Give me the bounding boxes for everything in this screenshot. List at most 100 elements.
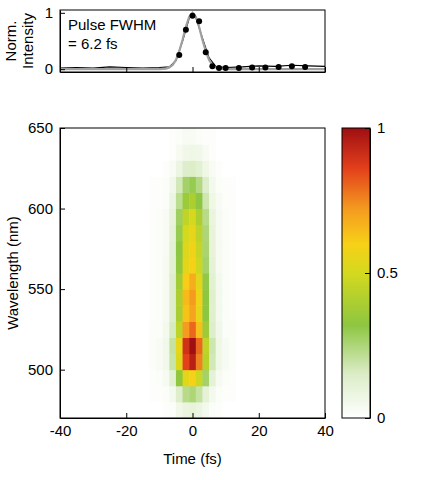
heatmap-cell <box>176 257 183 274</box>
heatmap-cell <box>176 160 183 177</box>
pulse-point <box>203 49 209 55</box>
heatmap-x-axis-tick: 0 <box>189 413 197 439</box>
heatmap-cell <box>189 386 196 403</box>
heatmap-cell <box>169 128 176 145</box>
heatmap-cell <box>216 144 223 161</box>
heatmap-x-axis-tick-label: 20 <box>251 422 268 439</box>
heatmap-cell <box>216 225 223 242</box>
heatmap-cell <box>169 192 176 209</box>
pulse-point <box>216 65 222 71</box>
pulse-point <box>289 63 295 69</box>
heatmap-cell <box>149 305 156 322</box>
heatmap-cell <box>196 144 203 161</box>
heatmap-cell <box>163 176 170 193</box>
heatmap-cell <box>196 192 203 209</box>
heatmap-cell <box>189 128 196 145</box>
heatmap-cell <box>169 176 176 193</box>
pulse-point <box>209 63 215 69</box>
heatmap-cell <box>176 386 183 403</box>
heatmap-cell <box>163 370 170 387</box>
heatmap-cell <box>163 128 170 145</box>
heatmap-cell <box>183 225 190 242</box>
heatmap-y-title: Wavelength (nm) <box>4 216 21 330</box>
heatmap-cell <box>216 128 223 145</box>
colorbar-axis-line <box>370 129 371 419</box>
heatmap-cell <box>176 337 183 354</box>
heatmap-cell <box>216 305 223 322</box>
heatmap-cell <box>156 225 163 242</box>
heatmap-cell <box>183 209 190 226</box>
heatmap-cell <box>229 144 236 161</box>
heatmap-cell <box>183 370 190 387</box>
heatmap-cell <box>229 305 236 322</box>
heatmap-cell <box>209 144 216 161</box>
heatmap-cell <box>156 305 163 322</box>
heatmap-cell <box>209 192 216 209</box>
heatmap-cell <box>189 273 196 290</box>
heatmap-cell <box>163 305 170 322</box>
pulse-y-title-line: Norm. <box>2 21 19 62</box>
pulse-x-axis <box>61 67 326 73</box>
heatmap-cell <box>189 209 196 226</box>
heatmap-cell <box>163 192 170 209</box>
heatmap-cell <box>229 128 236 145</box>
heatmap-cells <box>149 128 236 418</box>
heatmap-cell <box>196 289 203 306</box>
pulse-annotation: Pulse FWHM <box>68 16 156 33</box>
heatmap-cell <box>163 225 170 242</box>
heatmap-cell <box>149 176 156 193</box>
heatmap-cell <box>163 289 170 306</box>
heatmap-cell <box>222 289 229 306</box>
heatmap-cell <box>149 337 156 354</box>
heatmap-cell <box>229 192 236 209</box>
colorbar-axis-tick-label: 1 <box>377 119 385 136</box>
heatmap-cell <box>202 225 209 242</box>
heatmap-x-axis-tick-label: -20 <box>116 422 138 439</box>
heatmap-cell <box>216 176 223 193</box>
pulse-point <box>262 64 268 70</box>
heatmap-cell <box>149 370 156 387</box>
heatmap-cell <box>196 305 203 322</box>
heatmap-cell <box>183 402 190 418</box>
pulse-x-axis-line <box>61 72 326 73</box>
heatmap-cell <box>163 337 170 354</box>
heatmap-cell <box>156 209 163 226</box>
heatmap-x-axis-tick-mark <box>325 413 326 418</box>
heatmap-cell <box>222 273 229 290</box>
heatmap-cell <box>209 337 216 354</box>
pulse-line <box>60 13 325 69</box>
heatmap-cell <box>216 209 223 226</box>
heatmap-cell <box>196 241 203 258</box>
heatmap-cell <box>189 370 196 387</box>
heatmap-cell <box>189 241 196 258</box>
heatmap-y-axis-tick-label: 600 <box>28 200 53 217</box>
heatmap-cell <box>222 337 229 354</box>
heatmap-cell <box>169 337 176 354</box>
heatmap-x-axis-line <box>61 418 326 419</box>
heatmap-cell <box>209 305 216 322</box>
colorbar-axis-tick: 0 <box>365 409 385 426</box>
pulse-point <box>196 18 202 24</box>
heatmap-cell <box>196 257 203 274</box>
heatmap-cell <box>149 257 156 274</box>
heatmap-cell <box>209 289 216 306</box>
heatmap-cell <box>202 144 209 161</box>
heatmap-panel: -40-2002040500550600650Time (fs)Waveleng… <box>4 119 334 467</box>
heatmap-cell <box>169 402 176 418</box>
heatmap-cell <box>202 241 209 258</box>
heatmap-cell <box>176 305 183 322</box>
heatmap-cell <box>156 176 163 193</box>
heatmap-cell <box>209 160 216 177</box>
heatmap-cell <box>169 321 176 338</box>
heatmap-cell <box>156 386 163 403</box>
heatmap-cell <box>183 386 190 403</box>
heatmap-cell <box>229 354 236 371</box>
heatmap-cell <box>209 402 216 418</box>
heatmap-cell <box>163 354 170 371</box>
pulse-point <box>276 64 282 70</box>
heatmap-cell <box>169 305 176 322</box>
colorbar-axis-tick-label: 0.5 <box>377 264 398 281</box>
pulse-panel: 01Norm.IntensityPulse FWHM= 6.2 fs <box>2 4 326 77</box>
heatmap-cell <box>229 386 236 403</box>
heatmap-cell <box>163 241 170 258</box>
